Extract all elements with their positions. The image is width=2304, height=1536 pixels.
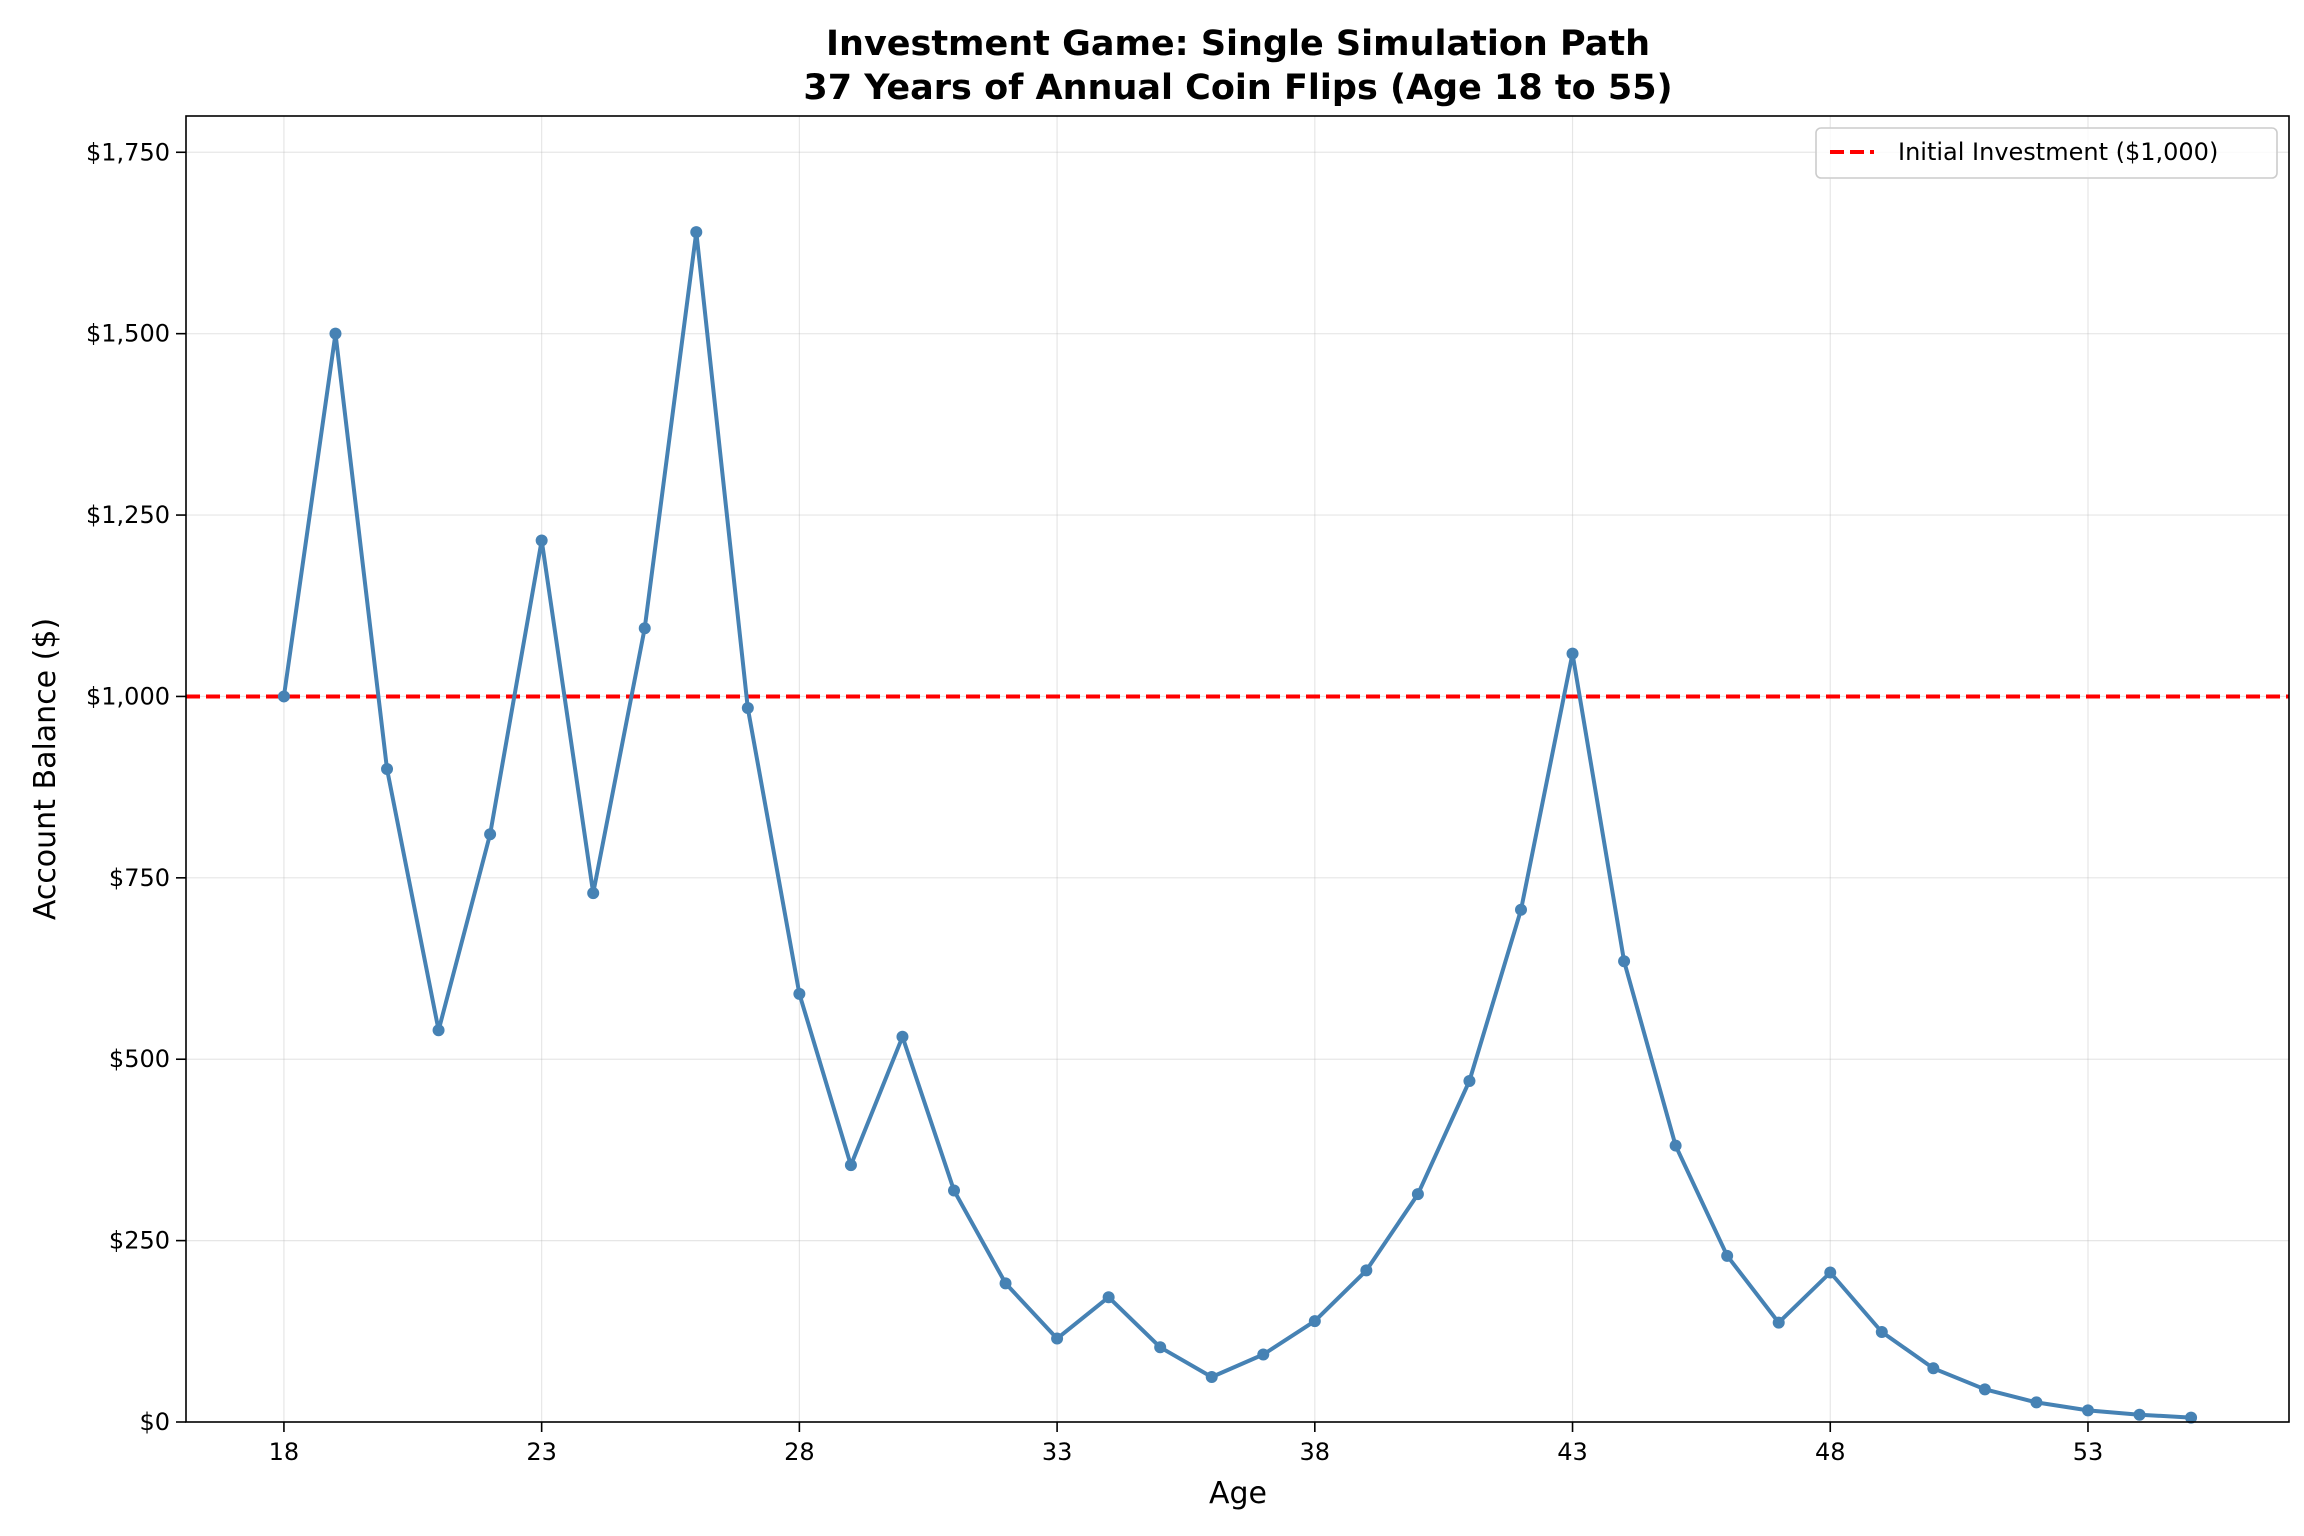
balance-data-point [1824, 1266, 1837, 1279]
balance-data-point [1721, 1249, 1734, 1262]
balance-data-point [741, 702, 754, 715]
x-tick-label: 43 [1557, 1438, 1588, 1466]
balance-data-point [1875, 1326, 1888, 1339]
balance-data-point [844, 1159, 857, 1172]
balance-data-point [1205, 1371, 1218, 1384]
y-tick-label: $500 [109, 1045, 170, 1073]
y-tick-label: $1,500 [86, 320, 170, 348]
balance-data-point [587, 887, 600, 900]
balance-data-point [1772, 1316, 1785, 1329]
chart-title-line2: 37 Years of Annual Coin Flips (Age 18 to… [803, 68, 1672, 108]
y-tick-label: $1,000 [86, 682, 170, 710]
balance-data-point [432, 1024, 445, 1037]
x-axis-label: Age [1209, 1476, 1267, 1511]
balance-data-point [2185, 1411, 2198, 1424]
x-tick-label: 48 [1815, 1438, 1846, 1466]
x-tick-label: 33 [1042, 1438, 1073, 1466]
balance-data-point [1257, 1348, 1270, 1361]
balance-data-point [1360, 1264, 1373, 1277]
balance-data-point [948, 1184, 961, 1197]
balance-data-point [277, 690, 290, 703]
balance-data-point [1669, 1139, 1682, 1152]
balance-data-point [690, 226, 703, 239]
balance-data-point [1154, 1341, 1167, 1354]
y-axis-ticks: $0 $250 $500 $750 $1,000 $1,250 $1,500 $1,750 [86, 138, 186, 1436]
balance-data-point [2030, 1396, 2043, 1409]
y-tick-label: $250 [109, 1227, 170, 1255]
y-tick-label: $1,750 [86, 138, 170, 166]
balance-data-point [999, 1277, 1012, 1290]
x-tick-label: 28 [784, 1438, 815, 1466]
x-axis-ticks: 18 23 28 33 38 43 48 53 [269, 1422, 2104, 1466]
y-tick-label: $750 [109, 864, 170, 892]
balance-data-point [2081, 1404, 2094, 1417]
balance-data-point [1411, 1188, 1424, 1201]
balance-data-point [1618, 955, 1631, 968]
balance-data-point [535, 534, 548, 547]
y-axis-label: Account Balance ($) [28, 618, 63, 920]
balance-data-point [2133, 1408, 2146, 1421]
balance-data-point [1308, 1315, 1321, 1328]
balance-data-point [1514, 903, 1527, 916]
balance-series-line [281, 230, 2192, 1420]
balance-data-point [1927, 1362, 1940, 1375]
balance-data-point [329, 327, 342, 340]
balance-data-point [381, 763, 394, 775]
balance-data-point [638, 622, 651, 635]
legend-box [1815, 127, 2278, 179]
plot-frame [185, 115, 2290, 1423]
balance-data-point [896, 1030, 909, 1043]
balance-data-point [1463, 1074, 1476, 1087]
balance-data-point [793, 987, 806, 1000]
balance-data-point [1978, 1383, 1991, 1396]
balance-data-point [484, 828, 497, 841]
x-tick-label: 18 [269, 1438, 300, 1466]
legend: Initial Investment ($1,000) [1815, 127, 2278, 179]
x-tick-label: 38 [1300, 1438, 1331, 1466]
x-tick-label: 23 [526, 1438, 557, 1466]
legend-label-initial-investment: Initial Investment ($1,000) [1898, 138, 2218, 166]
series-layer [277, 226, 2198, 1424]
balance-data-point [1566, 647, 1579, 660]
balance-data-point [1102, 1291, 1115, 1304]
y-tick-label: $1,250 [86, 501, 170, 529]
chart-title-line1: Investment Game: Single Simulation Path [826, 24, 1650, 64]
y-tick-label: $0 [139, 1408, 170, 1436]
x-tick-label: 53 [2073, 1438, 2104, 1466]
balance-data-point [1051, 1332, 1064, 1345]
